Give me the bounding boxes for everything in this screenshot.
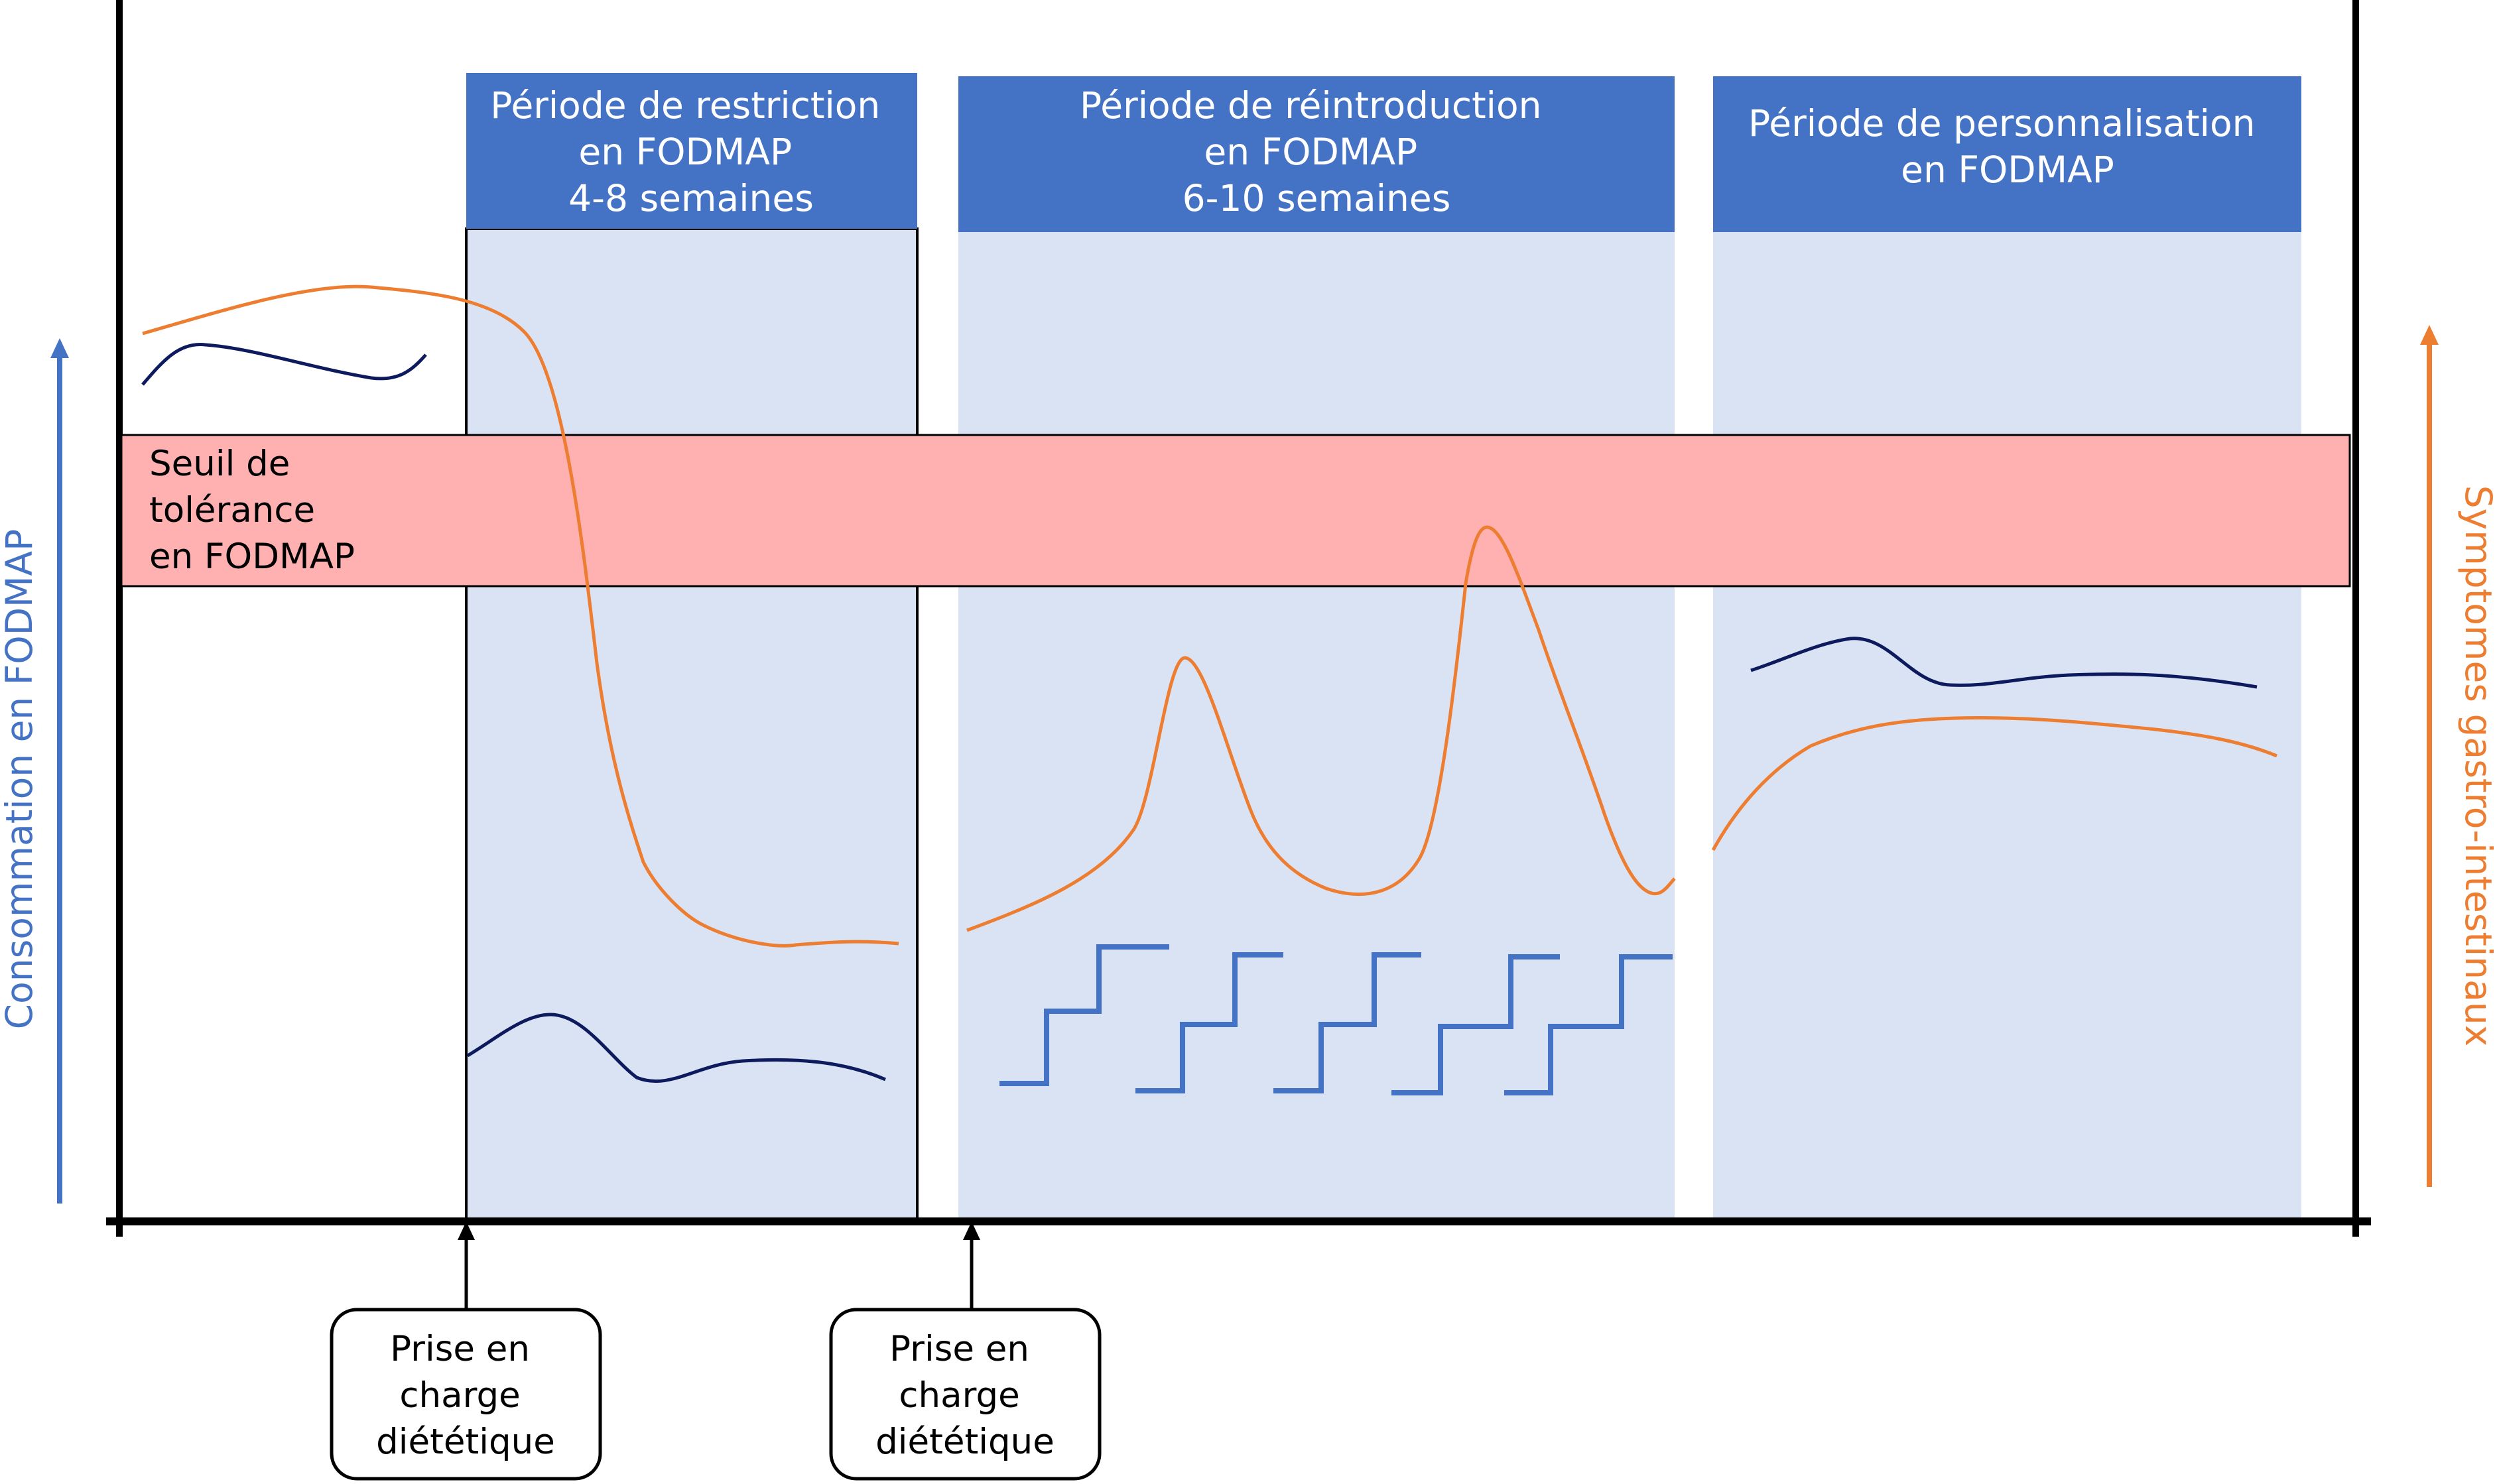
reintroduction-panel (958, 229, 1675, 1220)
dietary-care-label-1: Prise en charge diététique (376, 1329, 555, 1462)
personalisation-header (1713, 76, 2301, 232)
dietary-care-box-2 (829, 1308, 1102, 1481)
step-reintroduction-1 (999, 944, 1169, 1086)
step-reintroduction-5 (1504, 954, 1673, 1095)
symptom-arrow-head (2420, 325, 2439, 345)
personalisation-consumption-line (1750, 637, 2258, 689)
reintroduction-header (958, 76, 1675, 232)
step-reintroduction-2 (1135, 952, 1283, 1093)
step-reintroduction-4 (1391, 954, 1560, 1095)
restriction-panel (465, 227, 919, 1221)
dietary-care-label-2: Prise en charge diététique (875, 1329, 1055, 1462)
restriction-header-label: Période de restriction en FODMAP 4-8 sem… (490, 84, 892, 219)
tolerance-threshold-label: Seuil de tolérance en FODMAP (149, 444, 355, 577)
pre-diet-consumption-line (141, 342, 427, 386)
symptom-axis-label: Symptomes gastro-intestinaux (2457, 485, 2497, 1046)
restriction-consumption-line (466, 1013, 886, 1083)
personalisation-panel (1713, 229, 2301, 1220)
personalisation-symptom-curve (1711, 715, 2277, 851)
step-reintroduction-3 (1273, 952, 1421, 1093)
consumption-arrow-head (50, 338, 69, 358)
personalisation-header-label: Période de personnalisation en FODMAP (1748, 102, 2267, 191)
restriction-header (466, 73, 917, 229)
restriction-symptom-curve (142, 284, 899, 948)
dietary-arrow-2-head (963, 1221, 980, 1240)
tolerance-threshold-band (120, 434, 2351, 587)
consumption-axis-label: Consommation en FODMAP (0, 529, 40, 1030)
reintroduction-header-label: Période de réintroduction en FODMAP 6-10… (1080, 84, 1553, 219)
dietary-arrow-1-head (458, 1221, 475, 1240)
dietary-care-box-1 (330, 1308, 602, 1481)
reintroduction-symptom-curve (966, 525, 1676, 932)
